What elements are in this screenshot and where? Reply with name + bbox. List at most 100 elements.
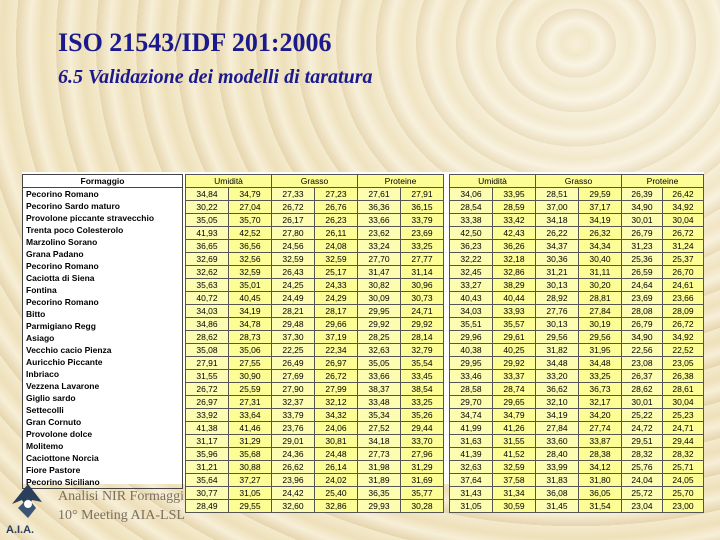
predicted-value: 26,14 [314, 460, 358, 474]
predicted-value: 36,56 [228, 239, 272, 253]
reference-value: 32,22 [449, 252, 493, 266]
reference-value: 34,19 [535, 408, 579, 422]
predicted-value: 37,27 [228, 473, 272, 487]
table-row: 30,09 30,73 [357, 291, 444, 305]
table-row: 35,63 35,01 [185, 278, 272, 292]
predicted-value: 34,19 [228, 304, 272, 318]
table-row: 32,10 32,17 [535, 395, 622, 409]
table-row: 30,22 27,04 [185, 200, 272, 214]
reference-value: 28,58 [449, 382, 493, 396]
footer-line-1: Analisi NIR Formaggi [58, 489, 184, 504]
aia-logo [12, 484, 42, 518]
table-row: 33,46 33,37 [449, 369, 536, 383]
cheese-name: Fontina [22, 284, 183, 296]
predicted-value: 42,52 [228, 226, 272, 240]
reference-value: 30,82 [357, 278, 401, 292]
table-row: 27,73 27,96 [357, 447, 444, 461]
reference-value: 34,06 [449, 187, 493, 201]
predicted-value: 40,25 [492, 343, 536, 357]
reference-value: 31,82 [535, 343, 579, 357]
predicted-value: 31,29 [400, 460, 444, 474]
predicted-value: 26,97 [314, 356, 358, 370]
table-row: 36,23 36,26 [449, 239, 536, 253]
predicted-value: 34,79 [228, 187, 272, 201]
predicted-value: 34,32 [314, 408, 358, 422]
table-row: 33,60 33,87 [535, 434, 622, 448]
predicted-value: 29,66 [314, 317, 358, 331]
table-row: 32,63 32,79 [357, 343, 444, 357]
predicted-value: 27,74 [578, 421, 622, 435]
table-row: 31,21 30,88 [185, 460, 272, 474]
table-row: 31,82 31,95 [535, 343, 622, 357]
predicted-value: 36,15 [400, 200, 444, 214]
aia-logo-text: A.I.A. [6, 524, 35, 536]
table-row: 30,13 30,19 [535, 317, 622, 331]
reference-value: 40,43 [449, 291, 493, 305]
predicted-value: 32,56 [228, 252, 272, 266]
reference-value: 36,36 [357, 200, 401, 214]
table-row: 33,92 33,64 [185, 408, 272, 422]
table-row: 27,90 27,99 [271, 382, 358, 396]
predicted-value: 27,99 [314, 382, 358, 396]
table-row: 26,39 26,42 [621, 187, 704, 201]
predicted-value: 37,58 [492, 473, 536, 487]
table-row: 27,61 27,91 [357, 187, 444, 201]
table-row: 26,79 26,72 [621, 226, 704, 240]
predicted-value: 26,38 [662, 369, 704, 383]
table-row: 25,22 25,23 [621, 408, 704, 422]
predicted-value: 42,43 [492, 226, 536, 240]
predicted-value: 27,91 [400, 187, 444, 201]
reference-value: 34,18 [535, 213, 579, 227]
table-row: 41,38 41,46 [185, 421, 272, 435]
predicted-value: 31,54 [578, 499, 622, 513]
table-row: 35,34 35,26 [357, 408, 444, 422]
predicted-value: 33,93 [492, 304, 536, 318]
group-table: Proteine 26,39 26,42 34,90 34,92 30,01 30,04 26… [621, 174, 704, 513]
reference-value: 33,46 [449, 369, 493, 383]
table-row: 34,84 34,79 [185, 187, 272, 201]
predicted-value: 30,88 [228, 460, 272, 474]
group-table: Umidità 34,84 34,79 30,22 27,04 35,05 35,70 41,… [185, 174, 272, 513]
reference-value: 32,62 [185, 265, 229, 279]
predicted-value: 29,56 [578, 330, 622, 344]
predicted-value: 28,17 [314, 304, 358, 318]
reference-value: 26,49 [271, 356, 315, 370]
reference-value: 31,45 [535, 499, 579, 513]
table-row: 26,59 26,70 [621, 265, 704, 279]
cheese-name: Caciotta di Siena [22, 272, 183, 284]
cheese-name: Pecorino Romano [22, 296, 183, 308]
reference-value: 29,92 [357, 317, 401, 331]
reference-value: 29,56 [535, 330, 579, 344]
table-row: 24,42 25,40 [271, 486, 358, 500]
table-row: 29,92 29,92 [357, 317, 444, 331]
table-row: 26,72 25,59 [185, 382, 272, 396]
table-row: 26,79 26,72 [621, 317, 704, 331]
predicted-value: 24,29 [314, 291, 358, 305]
reference-value: 31,21 [535, 265, 579, 279]
reference-value: 26,17 [271, 213, 315, 227]
table-row: 29,93 30,28 [357, 499, 444, 513]
table-row: 31,89 31,69 [357, 473, 444, 487]
reference-value: 27,84 [535, 421, 579, 435]
table-row: 31,63 31,55 [449, 434, 536, 448]
reference-value: 35,96 [185, 447, 229, 461]
reference-value: 24,72 [621, 421, 663, 435]
predicted-value: 28,32 [662, 447, 704, 461]
predicted-value: 22,34 [314, 343, 358, 357]
table-row: 34,90 34,92 [621, 330, 704, 344]
table-row: 29,56 29,56 [535, 330, 622, 344]
cheese-row: Provolone piccante stravecchio [22, 212, 183, 224]
cheese-row: Vezzena Lavarone [22, 380, 183, 392]
cheese-name: Provolone dolce [22, 428, 183, 440]
reference-value: 28,32 [621, 447, 663, 461]
reference-value: 28,25 [357, 330, 401, 344]
table-row: 29,95 24,71 [357, 304, 444, 318]
table-row: 35,05 35,70 [185, 213, 272, 227]
cheese-name: Settecolli [22, 404, 183, 416]
table-row: 23,62 23,69 [357, 226, 444, 240]
reference-value: 31,83 [535, 473, 579, 487]
predicted-value: 24,33 [314, 278, 358, 292]
predicted-value: 30,04 [662, 395, 704, 409]
table-row: 33,66 33,79 [357, 213, 444, 227]
reference-value: 34,90 [621, 200, 663, 214]
